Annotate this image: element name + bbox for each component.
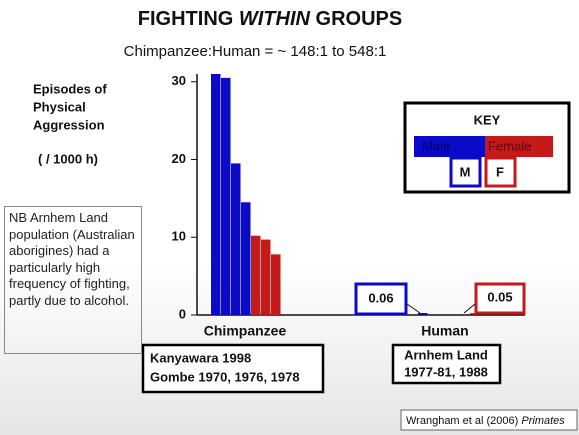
- bar: [231, 163, 241, 315]
- value-label: 0.05: [487, 289, 512, 304]
- bar: [261, 239, 271, 315]
- legend-abbr: M: [460, 164, 471, 179]
- key-swatch: [414, 136, 485, 157]
- key-swatch: [485, 136, 553, 157]
- title-part: WITHIN: [239, 8, 311, 30]
- annotation-arrow: [463, 303, 476, 314]
- legend-label: Male: [422, 138, 450, 153]
- citation: Wrangham et al (2006) Primates: [406, 415, 565, 427]
- y-tick-label: 20: [172, 151, 186, 166]
- bar: [241, 202, 251, 315]
- y-tick-label: 30: [172, 73, 186, 88]
- source-box: [391, 343, 502, 385]
- title-part: GROUPS: [316, 8, 403, 30]
- value-label: 0.06: [368, 290, 393, 305]
- bar: [271, 254, 281, 315]
- bar: [418, 313, 428, 315]
- legend-label: Female: [488, 138, 531, 153]
- key-abbr-box: [484, 156, 517, 188]
- key-abbr-box: [449, 156, 482, 188]
- subtitle: Chimpanzee:Human = ~ 148:1 to 548:1: [124, 43, 387, 60]
- chart-title: FIGHTING WITHIN GROUPS: [138, 8, 402, 30]
- note: NB Arnhem Land population (Australian ab…: [4, 206, 142, 354]
- source-box: [141, 343, 325, 394]
- bar: [470, 313, 480, 315]
- value-label-box: [354, 282, 408, 316]
- source: 1977-81, 1988: [404, 364, 488, 379]
- key-title: KEY: [474, 112, 501, 127]
- citation-box: [400, 409, 578, 431]
- title-part: FIGHTING: [138, 8, 234, 30]
- bar: [251, 235, 261, 315]
- citation-part: Primates: [521, 415, 565, 427]
- citation-part: Wrangham et al (2006): [406, 415, 518, 427]
- source: Gombe 1970, 1976, 1978: [150, 369, 300, 384]
- x-tick-label: Human: [421, 323, 468, 339]
- y-axis-label: Physical: [33, 99, 86, 114]
- bar: [211, 74, 221, 315]
- y-tick-label: 0: [179, 306, 186, 321]
- y-axis-unit: ( / 1000 h): [38, 151, 98, 166]
- y-tick-label: 10: [172, 229, 186, 244]
- legend-abbr: F: [496, 164, 504, 179]
- annotation-arrow: [406, 303, 421, 314]
- value-label-box: [474, 282, 526, 315]
- y-axis-label: Aggression: [33, 117, 105, 132]
- source: Kanyawara 1998: [150, 350, 251, 365]
- y-axis-label: Episodes of: [33, 81, 107, 96]
- x-tick-label: Chimpanzee: [204, 323, 287, 339]
- bar: [221, 77, 231, 315]
- source: Arnhem Land: [404, 347, 488, 362]
